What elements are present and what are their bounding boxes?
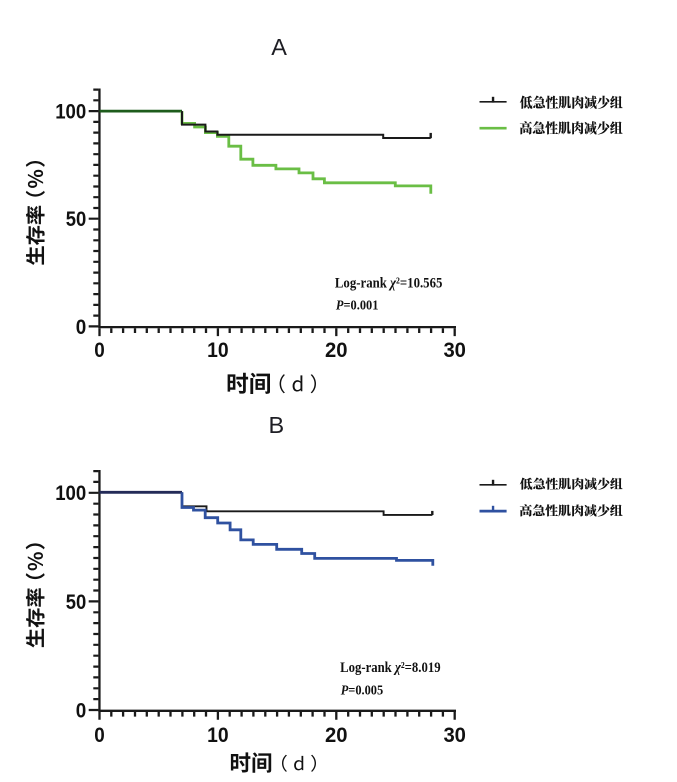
svg-text:Log-rank χ²=10.565: Log-rank χ²=10.565 [335,275,443,291]
svg-text:50: 50 [66,591,87,614]
svg-text:0: 0 [76,699,87,722]
svg-text:P=0.005: P=0.005 [341,683,384,698]
svg-text:100: 100 [55,101,86,124]
svg-text:Log-rank χ²=8.019: Log-rank χ²=8.019 [340,660,441,676]
svg-text:0: 0 [94,724,105,747]
svg-text:50: 50 [66,208,87,231]
svg-text:30: 30 [443,339,466,362]
svg-text:10: 10 [207,724,229,747]
svg-text:0: 0 [94,339,105,362]
svg-text:100: 100 [55,482,86,505]
svg-text:10: 10 [207,339,229,362]
svg-text:0: 0 [76,316,87,339]
svg-text:20: 20 [325,339,348,362]
svg-text:20: 20 [325,724,348,747]
svg-text:30: 30 [443,724,466,747]
svg-text:A: A [271,34,287,60]
svg-text:B: B [268,412,284,438]
svg-text:P=0.001: P=0.001 [336,299,379,314]
